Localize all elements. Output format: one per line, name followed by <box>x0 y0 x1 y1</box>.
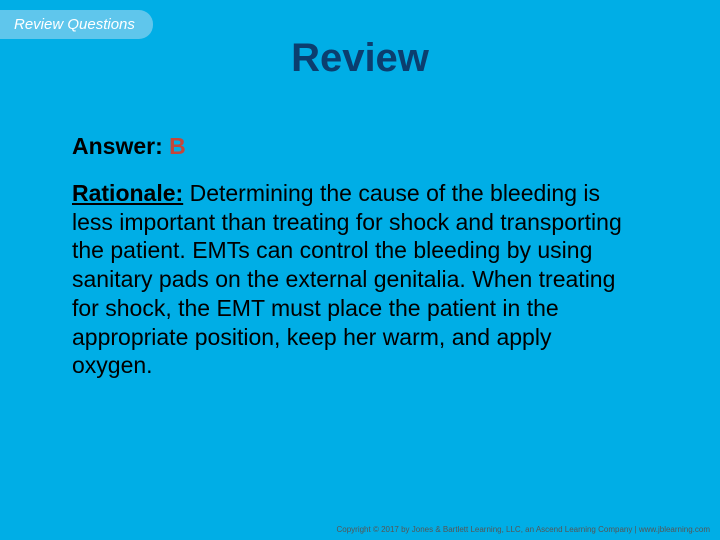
rationale-block: Rationale: Determining the cause of the … <box>72 179 632 380</box>
slide: Review Questions Review Answer: B Ration… <box>0 0 720 540</box>
slide-title: Review <box>0 36 720 81</box>
tab-label: Review Questions <box>14 16 135 33</box>
rationale-text: Determining the cause of the bleeding is… <box>72 180 622 379</box>
answer-letter: B <box>169 133 186 159</box>
copyright-text: Copyright © 2017 by Jones & Bartlett Lea… <box>336 525 710 534</box>
rationale-label: Rationale: <box>72 180 183 206</box>
review-questions-tab: Review Questions <box>0 10 153 39</box>
slide-content: Answer: B Rationale: Determining the cau… <box>72 132 632 380</box>
answer-line: Answer: B <box>72 132 632 161</box>
answer-label: Answer: <box>72 133 163 159</box>
